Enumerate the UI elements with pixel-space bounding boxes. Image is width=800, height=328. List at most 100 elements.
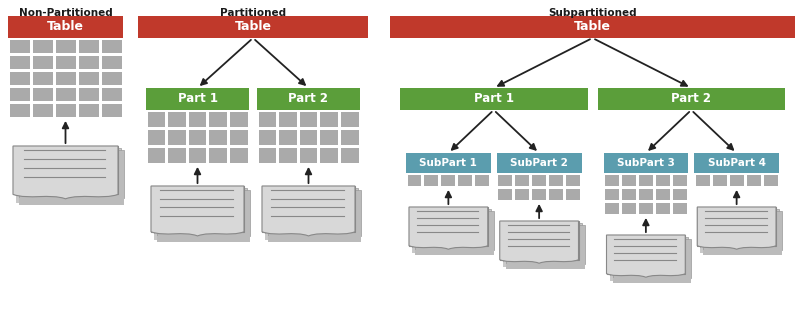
PathPatch shape [606, 235, 686, 277]
Bar [78, 72, 98, 85]
PathPatch shape [262, 186, 355, 236]
Bar [168, 112, 186, 127]
Bar [33, 55, 53, 69]
Bar [515, 189, 529, 199]
Bar [33, 104, 53, 116]
Text: SubPart 2: SubPart 2 [510, 158, 568, 168]
Bar [230, 130, 247, 145]
Bar [458, 174, 472, 186]
Bar [763, 174, 778, 186]
Bar [55, 104, 75, 116]
Bar [16, 148, 121, 196]
Bar [673, 174, 686, 186]
Bar [157, 190, 250, 236]
PathPatch shape [13, 146, 118, 199]
PathPatch shape [698, 207, 776, 249]
Bar [407, 174, 422, 186]
Bar [605, 174, 619, 186]
FancyBboxPatch shape [700, 248, 779, 253]
Bar [146, 88, 249, 110]
Bar [33, 72, 53, 85]
Text: Subpartitioned: Subpartitioned [548, 8, 637, 18]
Bar [498, 189, 512, 199]
Bar [506, 225, 585, 264]
Text: SubPart 1: SubPart 1 [419, 158, 478, 168]
Text: SubPart 4: SubPart 4 [708, 158, 766, 168]
Bar [696, 174, 710, 186]
Bar [622, 189, 636, 199]
Bar [320, 112, 338, 127]
Bar [279, 130, 297, 145]
Bar [147, 112, 165, 127]
Bar [13, 146, 118, 195]
Bar [279, 112, 297, 127]
Text: SubPart 3: SubPart 3 [617, 158, 675, 168]
Bar [713, 174, 726, 186]
Bar [230, 148, 247, 162]
Bar [258, 148, 276, 162]
Bar [390, 16, 795, 38]
Bar [694, 153, 779, 173]
Bar [498, 174, 512, 186]
Bar [300, 130, 318, 145]
FancyBboxPatch shape [19, 198, 124, 205]
Bar [639, 202, 653, 214]
FancyBboxPatch shape [502, 262, 582, 267]
Bar [210, 130, 227, 145]
Bar [730, 174, 744, 186]
Bar [33, 88, 53, 100]
Bar [300, 148, 318, 162]
Bar [639, 189, 653, 199]
Bar [341, 130, 358, 145]
Bar [102, 72, 122, 85]
Bar [606, 235, 686, 274]
Bar [78, 104, 98, 116]
Text: Non-Partitioned: Non-Partitioned [18, 8, 112, 18]
Bar [189, 130, 206, 145]
Text: Table: Table [574, 20, 611, 33]
Bar [10, 39, 30, 52]
FancyBboxPatch shape [154, 234, 247, 240]
Bar [262, 186, 355, 232]
PathPatch shape [500, 221, 578, 263]
Bar [320, 130, 338, 145]
Bar [55, 72, 75, 85]
Bar [703, 211, 782, 250]
Bar [138, 16, 368, 38]
Bar [33, 39, 53, 52]
Bar [442, 174, 455, 186]
Bar [55, 88, 75, 100]
Bar [341, 112, 358, 127]
Bar [746, 174, 761, 186]
Bar [10, 55, 30, 69]
Bar [55, 55, 75, 69]
Bar [230, 112, 247, 127]
Bar [168, 148, 186, 162]
Bar [605, 202, 619, 214]
Text: Table: Table [47, 20, 84, 33]
Bar [613, 239, 691, 278]
Bar [566, 174, 580, 186]
Bar [400, 88, 587, 110]
Bar [102, 88, 122, 100]
Bar [55, 39, 75, 52]
Text: Part 2: Part 2 [289, 92, 329, 106]
Bar [258, 112, 276, 127]
Bar [605, 189, 619, 199]
Bar [622, 174, 636, 186]
Bar [279, 148, 297, 162]
Bar [656, 202, 670, 214]
FancyBboxPatch shape [613, 278, 691, 283]
Bar [497, 153, 582, 173]
Bar [258, 130, 276, 145]
Bar [549, 174, 563, 186]
Bar [409, 207, 488, 246]
Bar [412, 209, 490, 248]
Bar [102, 55, 122, 69]
Bar [566, 189, 580, 199]
Bar [102, 39, 122, 52]
Bar [257, 88, 360, 110]
Bar [656, 174, 670, 186]
Text: Part 1: Part 1 [178, 92, 218, 106]
PathPatch shape [151, 186, 244, 236]
